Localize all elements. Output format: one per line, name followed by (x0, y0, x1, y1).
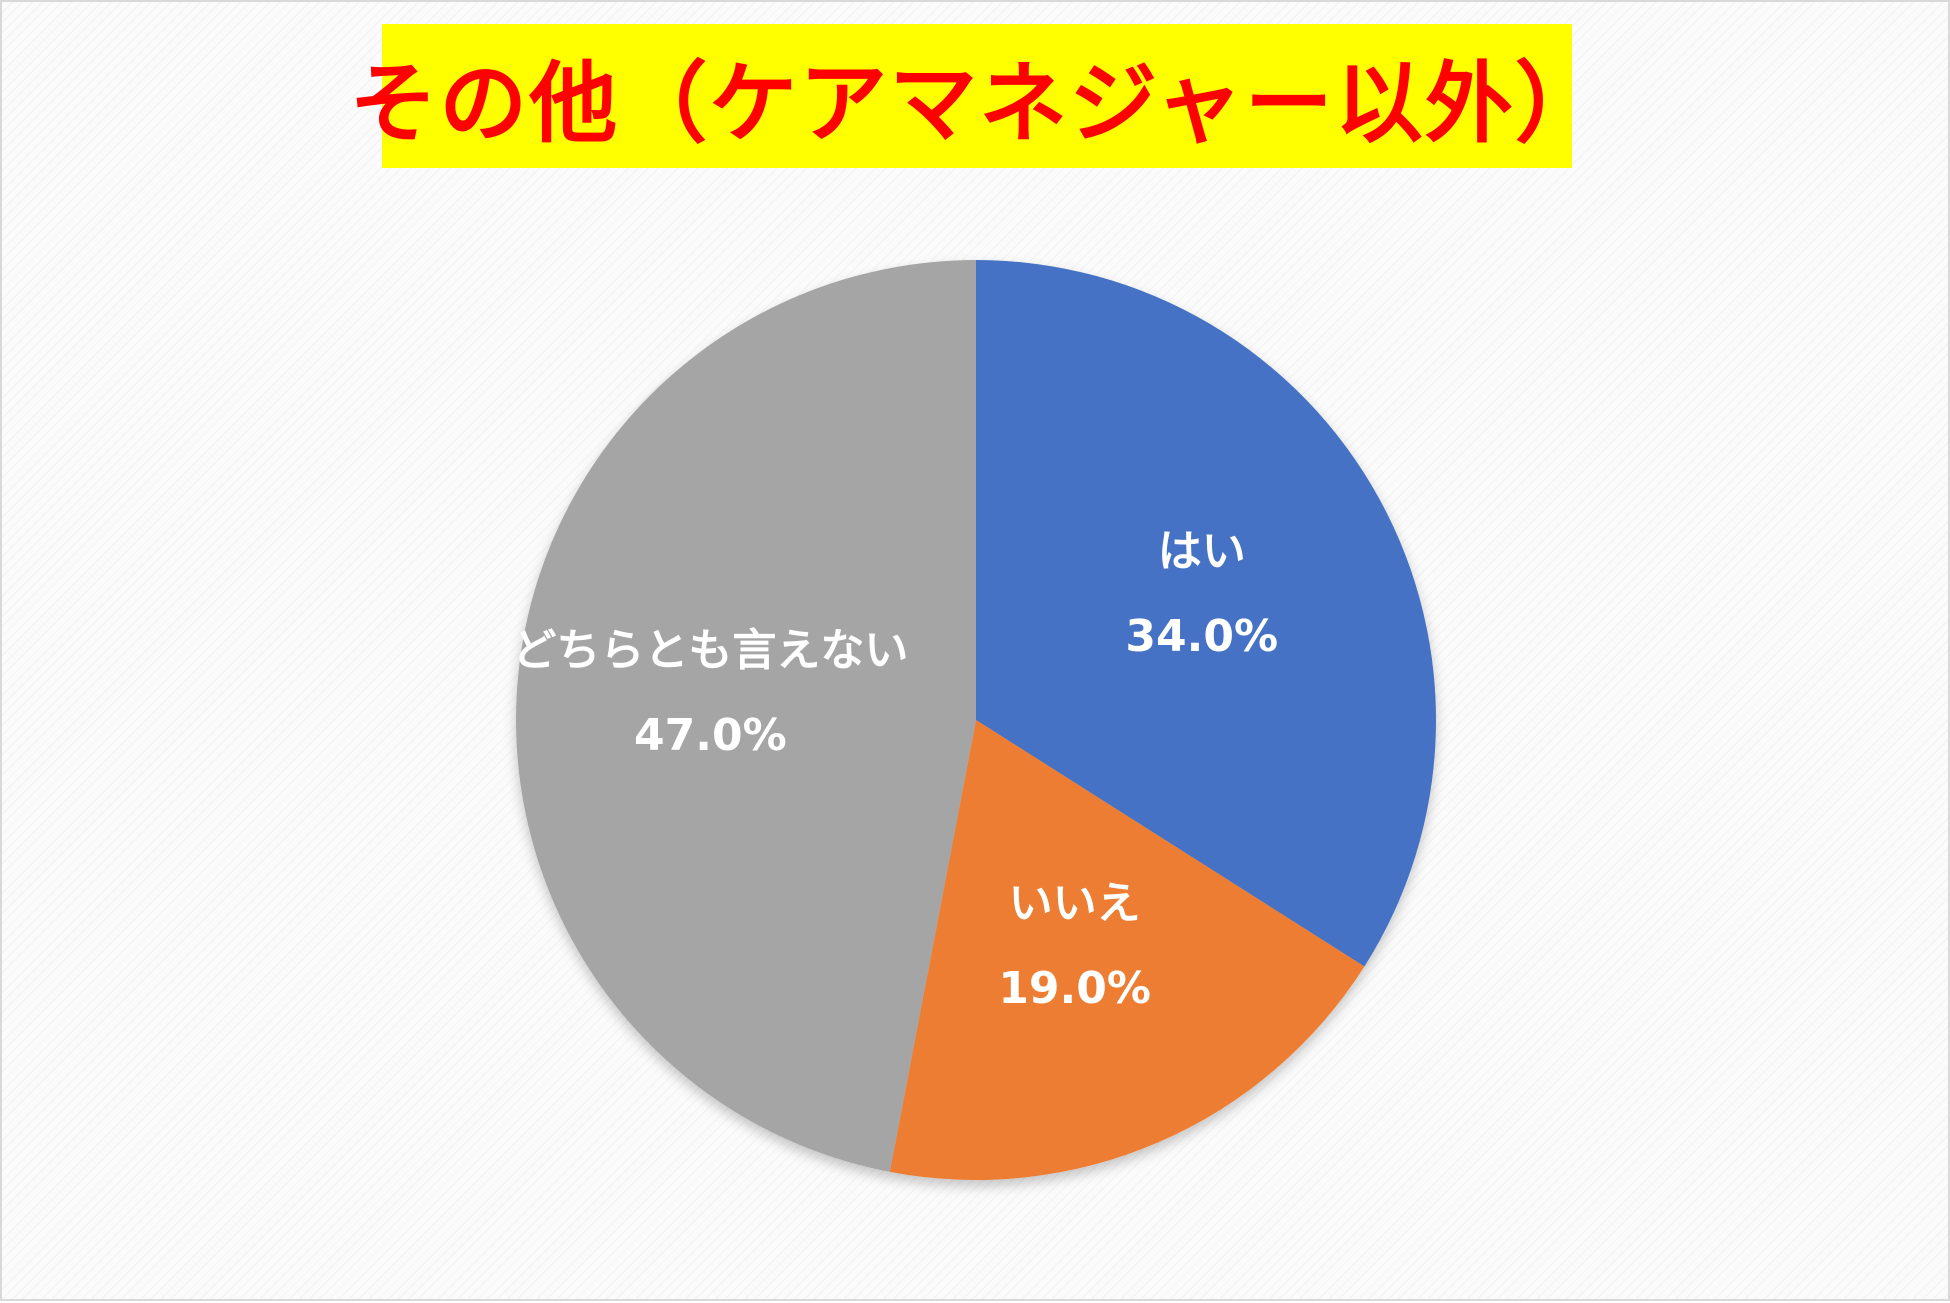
chart-title: その他（ケアマネジャー以外） (349, 51, 1605, 155)
chart-title-box: その他（ケアマネジャー以外） (349, 24, 1603, 168)
slice-value-label: 47.0% (634, 710, 787, 761)
slice-category-label: いいえ (1009, 878, 1141, 929)
slice-category-label: はい (1158, 526, 1246, 577)
slice-dochiratomo (515, 260, 976, 1172)
pie-labels: はい 34.0% いいえ 19.0% どちらとも言えない 47.0% (512, 526, 1278, 1014)
slice-category-label: どちらとも言えない (512, 625, 908, 676)
slice-hai (976, 260, 1436, 967)
slice-value-label: 19.0% (998, 963, 1151, 1014)
slice-iie (889, 720, 1365, 1180)
slice-value-label: 34.0% (1125, 611, 1278, 662)
pie-slices (515, 260, 1436, 1180)
